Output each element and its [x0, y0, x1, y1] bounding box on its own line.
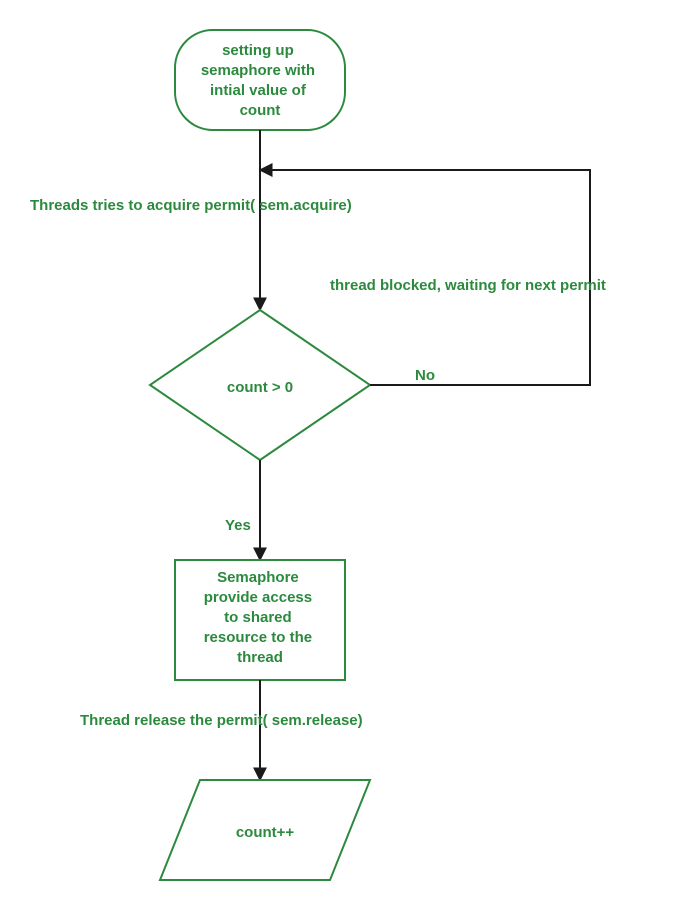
start-line-3: intial value of — [210, 82, 307, 99]
node-io: count++ — [160, 780, 370, 880]
process-line-2: provide access — [204, 589, 312, 606]
process-line-4: resource to the — [204, 629, 312, 646]
label-acquire: Threads tries to acquire permit( sem.acq… — [30, 197, 352, 214]
start-line-4: count — [240, 102, 281, 119]
node-decision: count > 0 — [150, 310, 370, 460]
node-start: setting up semaphore with intial value o… — [175, 30, 345, 130]
io-text: count++ — [236, 824, 295, 841]
start-line-2: semaphore with — [201, 62, 315, 79]
label-release: Thread release the permit( sem.release) — [80, 712, 363, 729]
semaphore-flowchart: setting up semaphore with intial value o… — [0, 0, 700, 906]
process-line-3: to shared — [224, 609, 292, 626]
node-process: Semaphore provide access to shared resou… — [175, 560, 345, 680]
process-line-5: thread — [237, 649, 283, 666]
label-blocked: thread blocked, waiting for next permit — [330, 277, 606, 294]
decision-text: count > 0 — [227, 379, 293, 396]
label-no: No — [415, 367, 435, 384]
process-line-1: Semaphore — [217, 569, 299, 586]
label-yes: Yes — [225, 517, 251, 534]
start-line-1: setting up — [222, 42, 294, 59]
